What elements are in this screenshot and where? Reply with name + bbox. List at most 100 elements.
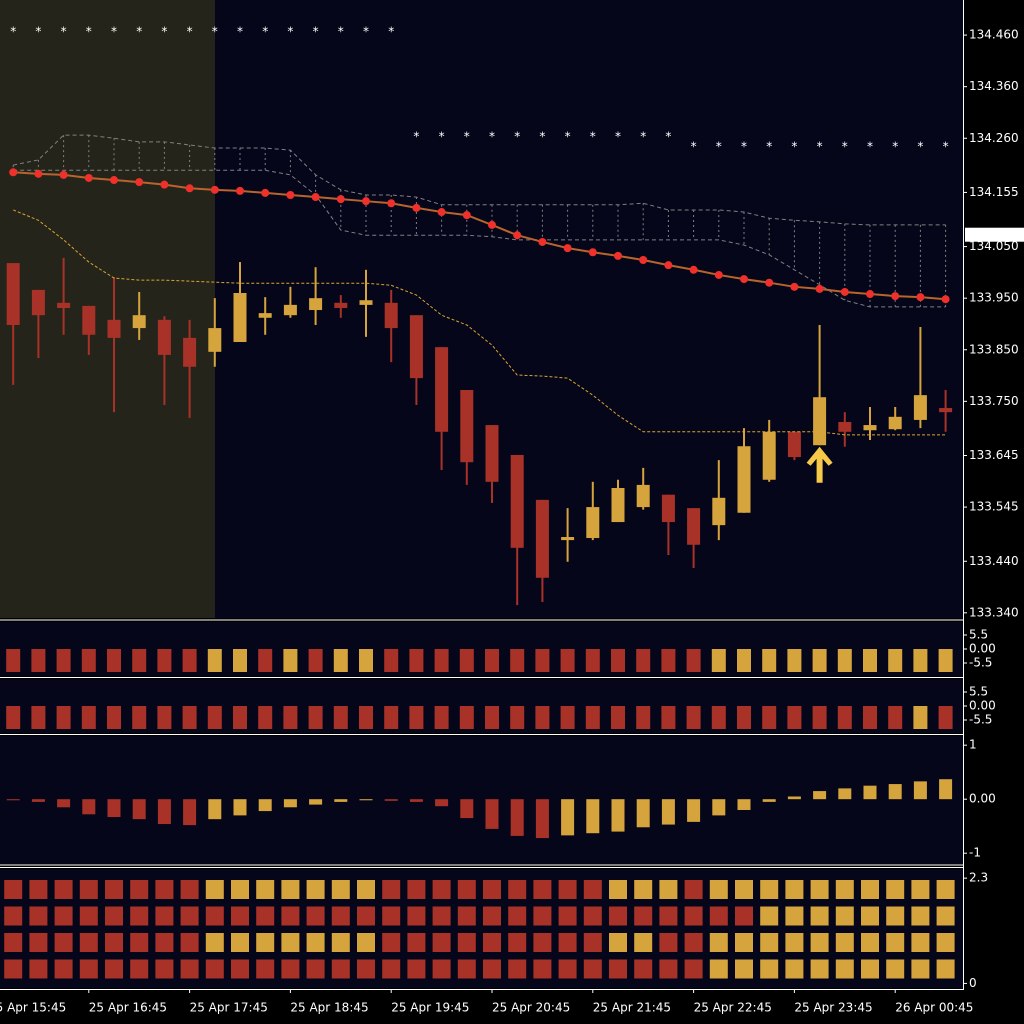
candle-body [183,337,197,367]
grid-square [281,880,300,899]
grid-square [306,933,325,952]
x-tick-label: 25 Apr 23:45 [794,1001,872,1015]
signal-square [308,649,323,672]
histogram-bar [913,781,927,800]
signal-square [938,706,953,729]
signal-square [459,649,474,672]
grid-square [583,906,602,926]
grid-square [457,959,476,979]
star-marker: * [817,139,823,153]
grid-square [407,906,426,926]
signal-square [762,706,777,729]
grid-square [105,906,123,926]
grid-square [4,880,23,899]
grid-square [231,933,249,952]
histogram-bar [309,799,323,805]
candle-body [510,454,524,548]
grid-square [331,906,350,926]
candle-body [460,389,474,463]
grid-square [659,933,678,952]
y-tick-label: 133.440 [969,554,1019,568]
star-marker: * [590,130,596,144]
grid-square [936,906,955,926]
grid-square [306,959,325,979]
grid-square [861,906,879,926]
grid-square [457,880,476,899]
star-marker: * [313,24,319,38]
signal-square [384,649,399,672]
signal-square [182,706,197,729]
y-tick-label: 0 [969,976,977,990]
star-marker: * [615,130,621,144]
signal-square [107,706,121,729]
grid-square [256,880,275,899]
grid-square [180,959,199,979]
histogram-bar [132,799,146,820]
candle-body [561,537,575,541]
histogram-bar [283,799,297,808]
signal-square [258,706,273,729]
grid-square [281,933,300,952]
star-marker: * [539,130,545,144]
grid-square [634,933,653,952]
grid-square [79,959,98,979]
signal-square [434,706,449,729]
grid-square [583,880,602,899]
histogram-bar [6,799,20,801]
ma-dot [563,244,572,253]
star-marker: * [640,130,646,144]
candle-body [309,298,323,311]
grid-square [810,959,829,979]
candle-body [132,315,146,329]
grid-square [735,880,753,899]
signal-square [31,706,46,729]
ma-dot [689,265,698,274]
y-tick-label: 134.155 [969,185,1019,199]
grid-square [609,880,627,899]
grid-square [29,933,48,952]
signal-square [409,706,424,729]
ma-dot [362,197,370,206]
y-tick-label: 5.5 [969,627,988,641]
star-marker: * [262,24,268,38]
y-tick-label: 0.00 [969,792,996,806]
star-marker: * [867,139,873,153]
grid-square [155,906,174,926]
y-tick-label: 0.00 [969,699,996,713]
ma-dot [588,248,597,257]
grid-square [886,933,905,952]
grid-square [331,933,350,952]
grid-square [29,880,48,899]
ma-dot [311,193,320,202]
ma-dot [614,251,622,260]
y-tick-label: -1 [969,846,981,860]
signal-square [611,649,625,672]
histogram-bar [334,799,348,802]
candle-body [435,347,449,432]
grid-square [483,880,501,899]
ma-dot [135,178,144,187]
histogram-bar [82,799,96,815]
histogram-bar [661,799,675,825]
star-marker: * [413,130,419,144]
grid-square [760,959,779,979]
signal-square [837,649,852,672]
histogram-bar [813,791,827,800]
ma-dot [916,293,925,302]
x-tick-label: 25 Apr 16:45 [89,1001,167,1015]
ma-dot [9,168,18,177]
grid-square [735,906,753,926]
signal-square [560,649,575,672]
ma-dot [840,287,849,296]
grid-square [256,933,275,952]
ma-dot [59,170,68,179]
signal-square [535,706,550,729]
y-tick-label: 133.950 [969,291,1019,305]
signal-square [510,649,525,672]
grid-square [558,959,577,979]
grid-square [558,933,577,952]
grid-square [54,906,73,926]
grid-square [4,959,23,979]
star-marker: * [766,139,772,153]
